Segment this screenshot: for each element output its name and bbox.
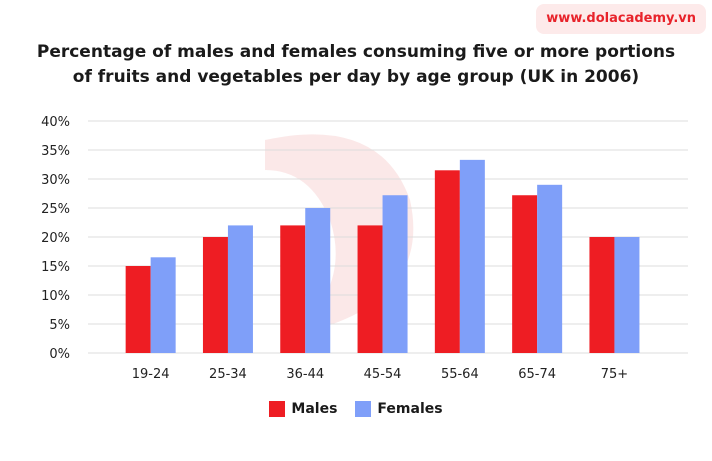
x-tick-label: 19-24 [132, 367, 170, 382]
brand-badge[interactable]: www.dolacademy.vn [536, 4, 706, 34]
bar-females-25-34[interactable] [227, 225, 253, 353]
bar-females-19-24[interactable] [150, 257, 176, 353]
bar-males-75+[interactable] [589, 237, 615, 353]
chart-legend: Males Females [0, 401, 712, 417]
y-tick-label: 5% [49, 318, 70, 333]
y-tick-label: 30% [41, 173, 70, 188]
y-tick-label: 25% [41, 202, 70, 217]
bar-males-19-24[interactable] [125, 266, 151, 353]
legend-item-males[interactable]: Males [269, 401, 337, 417]
bar-females-36-44[interactable] [305, 208, 331, 353]
legend-label-males: Males [291, 401, 338, 417]
x-tick-label: 75+ [601, 367, 628, 382]
bar-females-45-54[interactable] [382, 195, 408, 353]
y-tick-label: 10% [41, 289, 70, 304]
chart-title: Percentage of males and females consumin… [0, 40, 712, 90]
bar-males-36-44[interactable] [280, 225, 306, 353]
legend-swatch-males [269, 401, 286, 417]
chart-title-line-1: Percentage of males and females consumin… [36, 42, 676, 62]
bar-males-65-74[interactable] [512, 195, 538, 353]
y-tick-label: 15% [41, 260, 70, 275]
x-tick-label: 55-64 [441, 367, 479, 382]
chart-title-line-2: of fruits and vegetables per day by age … [72, 67, 640, 87]
x-tick-label: 36-44 [286, 367, 324, 382]
bar-females-65-74[interactable] [537, 184, 563, 353]
y-tick-label: 20% [41, 231, 70, 246]
y-tick-label: 0% [49, 347, 70, 362]
y-tick-label: 35% [41, 144, 70, 159]
x-tick-label: 65-74 [518, 367, 556, 382]
y-tick-label: 40% [41, 115, 70, 130]
bar-males-25-34[interactable] [202, 237, 228, 353]
bar-males-55-64[interactable] [434, 170, 460, 353]
x-tick-label: 45-54 [364, 367, 402, 382]
x-tick-label: 25-34 [209, 367, 247, 382]
bar-females-55-64[interactable] [459, 159, 485, 353]
legend-swatch-females [355, 401, 372, 417]
legend-item-females[interactable]: Females [355, 401, 443, 417]
bar-males-45-54[interactable] [357, 225, 383, 353]
bar-females-75+[interactable] [614, 237, 640, 353]
legend-label-females: Females [377, 401, 443, 417]
